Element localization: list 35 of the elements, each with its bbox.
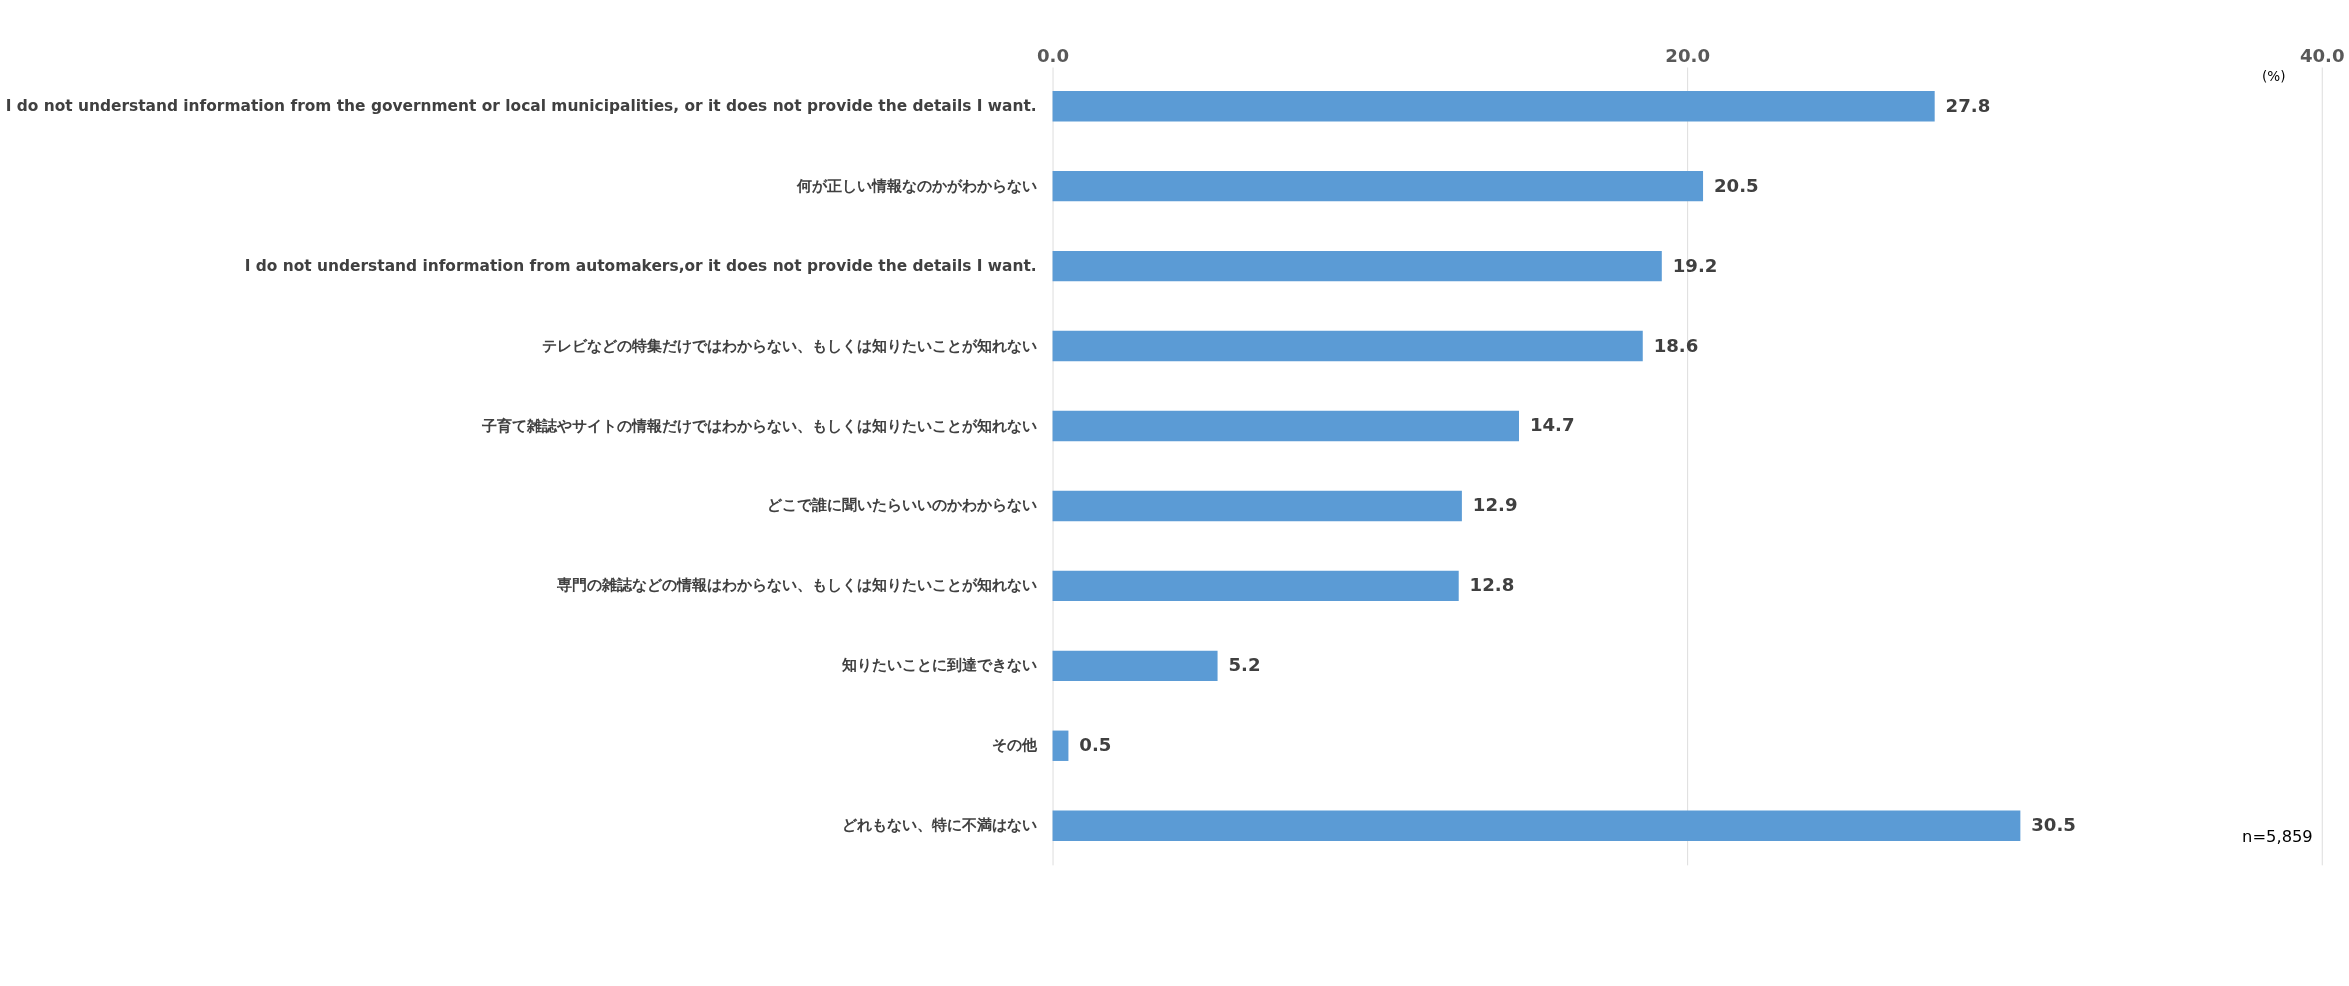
y-tick-label: I do not understand information from the government or local municipalities, or it does not provide the details I want. xyxy=(5,96,1037,115)
bar xyxy=(1052,650,1218,682)
data-label: 30.5 xyxy=(2031,814,2076,836)
data-label: 19.2 xyxy=(1672,254,1718,276)
data-label: 27.8 xyxy=(1945,94,1991,116)
data-label: 18.6 xyxy=(1653,334,1699,356)
data-label: 5.2 xyxy=(1228,654,1261,676)
y-tick-label: 知りたいことに到達できない xyxy=(840,656,1037,675)
bar xyxy=(1052,730,1069,761)
bar xyxy=(1052,330,1643,362)
annotation: (%) xyxy=(2262,67,2286,84)
bar xyxy=(1052,250,1662,282)
x-tick-label: 0.0 xyxy=(1036,45,1070,67)
data-label: 20.5 xyxy=(1713,174,1759,196)
y-tick-label: どれもない、特に不満はない xyxy=(841,816,1037,835)
annotation: n=5,859 xyxy=(2242,827,2313,847)
bar xyxy=(1052,570,1459,602)
y-tick-label: テレビなどの特集だけではわからない、もしくは知りたいことが知れない xyxy=(541,336,1037,355)
bar xyxy=(1052,410,1520,442)
y-tick-label: どこで誰に聞いたらいいのかわからない xyxy=(766,496,1037,515)
y-tick-label: その他 xyxy=(991,736,1038,755)
data-label: 12.9 xyxy=(1472,494,1518,516)
y-tick-label: 専門の雑誌などの情報はわからない、もしくは知りたいことが知れない xyxy=(555,576,1037,595)
bar xyxy=(1052,91,1935,122)
y-tick-label: 子育て雑誌やサイトの情報だけではわからない、もしくは知りたいことが知れない xyxy=(480,416,1037,435)
data-label: 14.7 xyxy=(1529,414,1575,436)
data-label: 0.5 xyxy=(1079,734,1112,756)
data-label: 12.8 xyxy=(1469,574,1515,596)
bar xyxy=(1052,170,1704,202)
bar xyxy=(1052,810,2021,841)
y-tick-label: 何が正しい情報なのかがわからない xyxy=(795,176,1037,195)
x-tick-label: 20.0 xyxy=(1665,45,1710,67)
bar xyxy=(1052,490,1462,522)
y-tick-label: I do not understand information from automakers,or it does not provide the details I want. xyxy=(244,256,1037,275)
x-tick-label: 40.0 xyxy=(2299,45,2345,67)
